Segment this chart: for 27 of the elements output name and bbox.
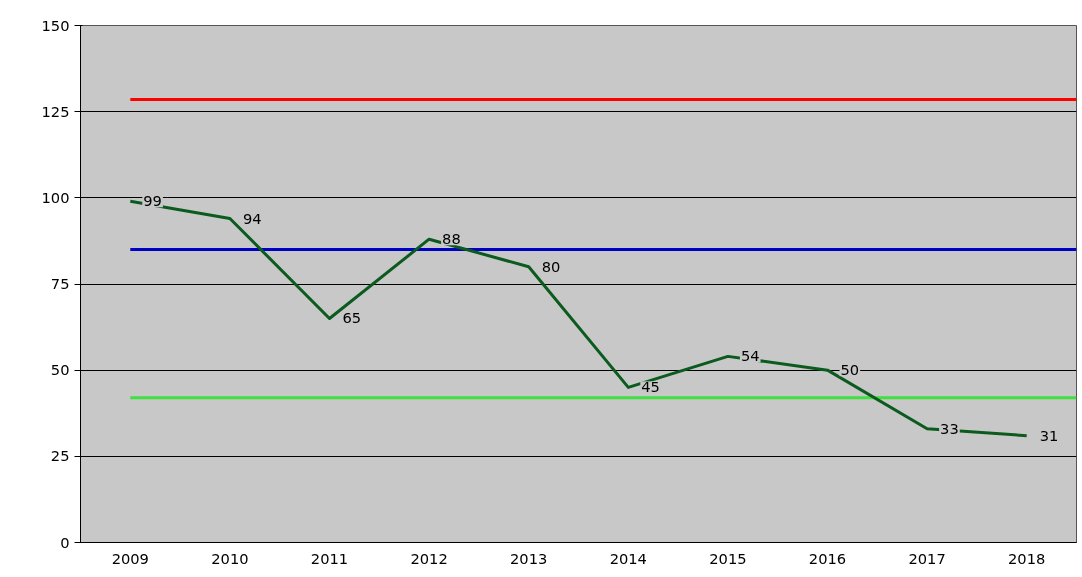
x-tick-label: 2017 bbox=[908, 549, 946, 567]
y-tick-label: 125 bbox=[41, 102, 70, 120]
data-label: 80 bbox=[541, 257, 561, 275]
x-tick-label: 2011 bbox=[310, 549, 349, 567]
y-tick-label: 0 bbox=[60, 533, 70, 551]
x-tick-label: 2013 bbox=[510, 549, 548, 567]
y-tick-label: 50 bbox=[50, 361, 70, 379]
x-tick-label: 2009 bbox=[111, 549, 149, 567]
x-tick-label: 2016 bbox=[808, 549, 847, 567]
x-tick-label: 2018 bbox=[1008, 549, 1046, 567]
data-label: 99 bbox=[143, 192, 162, 210]
data-label: 65 bbox=[342, 309, 362, 327]
data-label: 94 bbox=[242, 209, 262, 227]
x-tick-label: 2010 bbox=[211, 549, 249, 567]
y-tick-label: 100 bbox=[41, 188, 70, 206]
data-label: 54 bbox=[740, 347, 760, 365]
y-tick-label: 25 bbox=[50, 447, 70, 465]
data-label: 50 bbox=[840, 361, 860, 379]
data-label: 31 bbox=[1039, 426, 1059, 444]
x-tick-label: 2012 bbox=[410, 549, 448, 567]
x-tick-label: 2015 bbox=[709, 549, 747, 567]
data-label: 33 bbox=[940, 419, 959, 437]
y-tick-label: 150 bbox=[41, 16, 70, 34]
x-tick-label: 2014 bbox=[609, 549, 647, 567]
y-tick-label: 75 bbox=[50, 275, 70, 292]
data-label: 45 bbox=[641, 378, 660, 396]
data-label: 88 bbox=[442, 230, 461, 248]
